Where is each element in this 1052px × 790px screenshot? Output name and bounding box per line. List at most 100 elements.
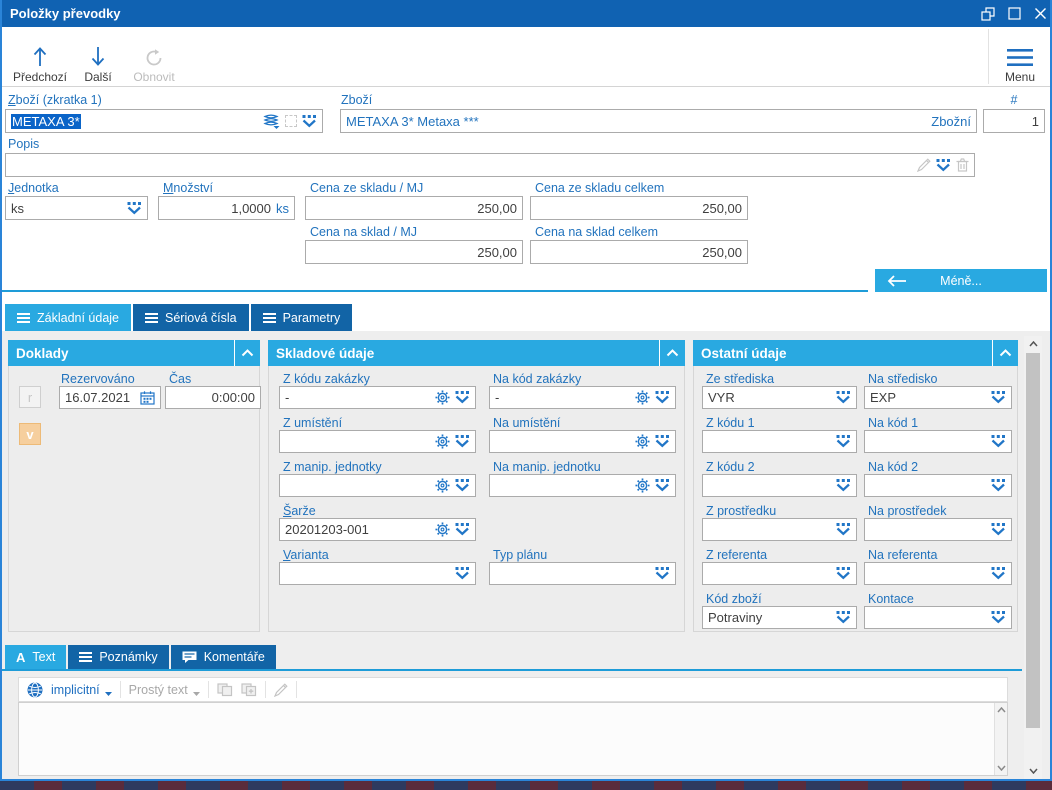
text-editor-scrollbar[interactable]	[994, 703, 1007, 775]
calendar-icon[interactable]	[140, 390, 155, 405]
na-kod2-field[interactable]	[864, 474, 1012, 497]
kod-zbozi-field[interactable]: Potraviny	[702, 606, 857, 629]
na-kod1-field[interactable]	[864, 430, 1012, 453]
dropdown-icon[interactable]	[991, 567, 1006, 580]
gear-icon[interactable]	[435, 478, 450, 493]
tab-text[interactable]: A Text	[5, 645, 67, 669]
z-kodu-zakazky-field[interactable]: -	[279, 386, 476, 409]
na-stredisko-field[interactable]: EXP	[864, 386, 1012, 409]
gear-icon[interactable]	[435, 434, 450, 449]
dropdown-icon[interactable]	[127, 201, 142, 215]
cena-ze-celkem-field[interactable]: 250,00	[530, 196, 748, 220]
zbozi-field[interactable]: METAXA 3* Metaxa *** Zbožní	[340, 109, 977, 133]
dropdown-icon[interactable]	[655, 567, 670, 580]
dropdown-icon[interactable]	[455, 567, 470, 580]
restore-window-icon[interactable]	[977, 4, 999, 23]
row-number-field[interactable]: 1	[983, 109, 1045, 133]
format-selector[interactable]: Prostý text	[129, 683, 200, 697]
na-prostredek-field[interactable]	[864, 518, 1012, 541]
gear-icon[interactable]	[635, 390, 650, 405]
dropdown-icon[interactable]	[836, 479, 851, 492]
dropdown-icon[interactable]	[936, 158, 951, 172]
maximize-icon[interactable]	[1003, 4, 1025, 23]
cena-ze-mj-field[interactable]: 250,00	[305, 196, 523, 220]
tab-zakladni-udaje[interactable]: Základní údaje	[5, 304, 132, 331]
dropdown-icon[interactable]	[991, 391, 1006, 404]
pencil-icon[interactable]	[273, 682, 288, 697]
dropdown-icon[interactable]	[455, 523, 470, 536]
zbozi-zkratka-field[interactable]: METAXA 3*	[5, 109, 323, 133]
window-border[interactable]	[1050, 0, 1052, 781]
dropdown-icon[interactable]	[836, 391, 851, 404]
z-referenta-field[interactable]	[702, 562, 857, 585]
tab-poznamky[interactable]: Poznámky	[68, 645, 169, 669]
dropdown-icon[interactable]	[836, 523, 851, 536]
mnozstvi-field[interactable]: 1,0000 ks	[158, 196, 295, 220]
window-border[interactable]	[0, 779, 1052, 781]
dropdown-icon[interactable]	[991, 435, 1006, 448]
stock-levels-icon[interactable]	[263, 113, 280, 129]
scroll-down-icon[interactable]	[1024, 763, 1042, 779]
scroll-up-icon[interactable]	[995, 704, 1007, 716]
trash-icon[interactable]	[956, 158, 969, 172]
scrollbar-thumb[interactable]	[1026, 353, 1040, 728]
ze-strediska-field[interactable]: VYR	[702, 386, 857, 409]
copy-icon[interactable]	[217, 682, 233, 697]
na-kod-zakazky-field[interactable]: -	[489, 386, 676, 409]
z-kodu2-field[interactable]	[702, 474, 857, 497]
language-selector[interactable]: implicitní	[51, 683, 112, 697]
z-kodu1-field[interactable]	[702, 430, 857, 453]
gear-icon[interactable]	[635, 434, 650, 449]
kontace-field[interactable]	[864, 606, 1012, 629]
gear-icon[interactable]	[635, 478, 650, 493]
dropdown-icon[interactable]	[655, 479, 670, 492]
scroll-down-icon[interactable]	[995, 762, 1007, 774]
less-button[interactable]: Méně...	[875, 269, 1047, 292]
dropdown-icon[interactable]	[991, 611, 1006, 624]
dropdown-icon[interactable]	[655, 391, 670, 404]
z-prostredku-field[interactable]	[702, 518, 857, 541]
dropdown-icon[interactable]	[836, 567, 851, 580]
typ-planu-field[interactable]	[489, 562, 676, 585]
refresh-button[interactable]: Obnovit	[124, 30, 184, 84]
dropdown-icon[interactable]	[455, 391, 470, 404]
jednotka-field[interactable]: ks	[5, 196, 148, 220]
globe-icon[interactable]	[27, 682, 43, 698]
chevron-up-icon[interactable]	[234, 340, 260, 366]
dropdown-icon[interactable]	[302, 114, 317, 128]
na-umisteni-field[interactable]	[489, 430, 676, 453]
content-scrollbar[interactable]	[1024, 336, 1042, 779]
popis-field[interactable]	[5, 153, 975, 177]
v-button[interactable]: v	[19, 423, 41, 445]
dropdown-icon[interactable]	[455, 435, 470, 448]
dropdown-icon[interactable]	[455, 479, 470, 492]
dropdown-icon[interactable]	[991, 479, 1006, 492]
row-type-link[interactable]: Zbožní	[931, 113, 971, 129]
previous-button[interactable]: Předchozí	[8, 30, 72, 84]
cena-na-celkem-field[interactable]: 250,00	[530, 240, 748, 264]
pencil-icon[interactable]	[917, 158, 931, 172]
sarze-field[interactable]: 20201203-001	[279, 518, 476, 541]
gear-icon[interactable]	[435, 522, 450, 537]
na-manip-field[interactable]	[489, 474, 676, 497]
gear-icon[interactable]	[435, 390, 450, 405]
close-icon[interactable]	[1029, 4, 1051, 23]
r-button[interactable]: r	[19, 386, 41, 408]
chevron-up-icon[interactable]	[992, 340, 1018, 366]
cena-na-mj-field[interactable]: 250,00	[305, 240, 523, 264]
cas-field[interactable]: 0:00:00	[165, 386, 261, 409]
dropdown-icon[interactable]	[836, 611, 851, 624]
z-manip-field[interactable]	[279, 474, 476, 497]
text-editor-area[interactable]	[18, 702, 1008, 776]
z-umisteni-field[interactable]	[279, 430, 476, 453]
na-referenta-field[interactable]	[864, 562, 1012, 585]
dropdown-icon[interactable]	[836, 435, 851, 448]
tab-parametry[interactable]: Parametry	[250, 304, 353, 331]
scroll-up-icon[interactable]	[1024, 336, 1042, 352]
dropdown-icon[interactable]	[655, 435, 670, 448]
tab-seriova-cisla[interactable]: Sériová čísla	[133, 304, 249, 331]
next-button[interactable]: Další	[74, 30, 122, 84]
menu-button[interactable]: Menu	[994, 30, 1046, 84]
dropdown-icon[interactable]	[991, 523, 1006, 536]
varianta-field[interactable]	[279, 562, 476, 585]
